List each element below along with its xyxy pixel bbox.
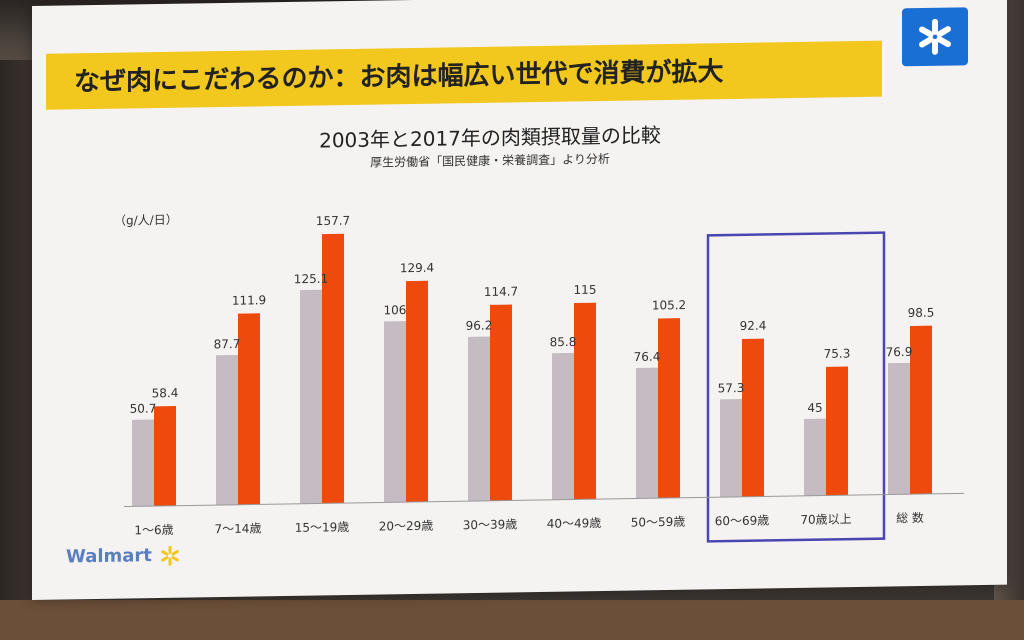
- bar-series2-8: [826, 366, 848, 496]
- data-label-series1-4: 96.2: [466, 318, 493, 332]
- data-label-series1-5: 85.8: [550, 335, 577, 349]
- data-label-series2-4: 114.7: [484, 284, 518, 299]
- bar-series2-7: [742, 338, 764, 497]
- bar-series2-6: [658, 318, 680, 499]
- spark-ray-2: [936, 36, 951, 48]
- data-label-series2-8: 75.3: [824, 347, 851, 361]
- bar-series2-1: [238, 313, 260, 505]
- bar-series2-5: [574, 302, 596, 500]
- spark-ray-1: [171, 549, 180, 556]
- bar-series1-5: [552, 352, 574, 500]
- walmart-spark-icon: [919, 18, 951, 55]
- spark-ray-3: [168, 557, 172, 566]
- y-axis-unit-label: （g/人/日）: [114, 213, 178, 228]
- data-label-series1-9: 76.9: [886, 345, 913, 359]
- data-label-series1-7: 57.3: [718, 381, 745, 395]
- walmart-wordmark: Walmart: [66, 544, 182, 570]
- data-label-series2-7: 92.4: [740, 319, 767, 333]
- bar-series1-2: [300, 289, 322, 504]
- data-label-series2-6: 105.2: [652, 298, 686, 313]
- floor: [0, 600, 1024, 640]
- bar-series1-1: [216, 354, 238, 506]
- x-tick-label-0: 1～6歳: [134, 523, 173, 538]
- walmart-spark-logo-box: [902, 7, 968, 67]
- data-label-series1-1: 87.7: [214, 337, 241, 351]
- x-tick-label-1: 7～14歳: [215, 521, 262, 536]
- data-label-series1-3: 106: [384, 303, 407, 317]
- spark-ray-0: [932, 18, 938, 35]
- chart-subtitle: 厚生労働省「国民健康・栄養調査」より分析: [370, 151, 610, 170]
- data-label-series1-6: 76.4: [634, 350, 661, 364]
- bar-series1-0: [132, 419, 154, 507]
- bar-series2-9: [910, 325, 932, 495]
- chart-title: 2003年と2017年の肉類摂取量の比較: [319, 123, 661, 152]
- bar-series1-6: [636, 367, 658, 499]
- x-tick-label-6: 50～59歳: [631, 515, 686, 530]
- bar-series2-4: [490, 304, 512, 501]
- bar-series1-8: [804, 418, 826, 496]
- x-tick-label-5: 40～49歳: [547, 516, 602, 531]
- x-axis-baseline: [124, 492, 964, 508]
- spark-ray-5: [919, 26, 934, 38]
- data-label-series1-0: 50.7: [130, 401, 157, 415]
- spark-ray-2: [171, 556, 180, 562]
- bar-series1-3: [384, 321, 406, 503]
- spark-ray-1: [936, 26, 951, 38]
- spark-ray-5: [161, 550, 169, 556]
- spark-ray-4: [919, 36, 934, 48]
- bar-series2-0: [154, 405, 176, 507]
- bar-series1-4: [468, 336, 490, 502]
- walmart-wordmark-text: Walmart: [66, 545, 152, 568]
- spark-ray-3: [932, 38, 938, 55]
- data-label-series2-3: 129.4: [400, 261, 434, 276]
- x-tick-label-4: 30～39歳: [463, 517, 518, 532]
- spark-ray-0: [168, 545, 172, 554]
- projection-screen: なぜ肉にこだわるのか：お肉は幅広い世代で消費が拡大 2003年と2017年の肉類…: [32, 0, 1007, 601]
- data-label-series2-9: 98.5: [908, 306, 935, 320]
- x-tick-label-7: 60～69歳: [715, 513, 770, 528]
- x-tick-label-3: 20～29歳: [379, 519, 434, 534]
- x-tick-label-2: 15～19歳: [295, 520, 350, 535]
- bar-series2-2: [322, 233, 344, 504]
- spark-ray-4: [161, 556, 169, 562]
- bar-series2-3: [406, 280, 428, 503]
- data-label-series1-8: 45: [807, 401, 822, 415]
- x-tick-label-8: 70歳以上: [800, 512, 851, 527]
- walmart-spark-small-icon: [161, 545, 180, 566]
- data-label-series2-5: 115: [574, 283, 597, 297]
- data-label-series2-0: 58.4: [152, 386, 179, 400]
- bar-series1-9: [888, 362, 910, 495]
- data-label-series1-2: 125.1: [294, 272, 328, 287]
- highlight-box-senior-groups: [706, 231, 886, 543]
- data-label-series2-2: 157.7: [316, 214, 350, 229]
- bar-series1-7: [720, 398, 742, 498]
- data-label-series2-1: 111.9: [232, 293, 266, 308]
- bar-chart: 2003年と2017年の肉類摂取量の比較 厚生労働省「国民健康・栄養調査」より分…: [114, 123, 964, 543]
- x-tick-label-9: 総 数: [896, 510, 924, 525]
